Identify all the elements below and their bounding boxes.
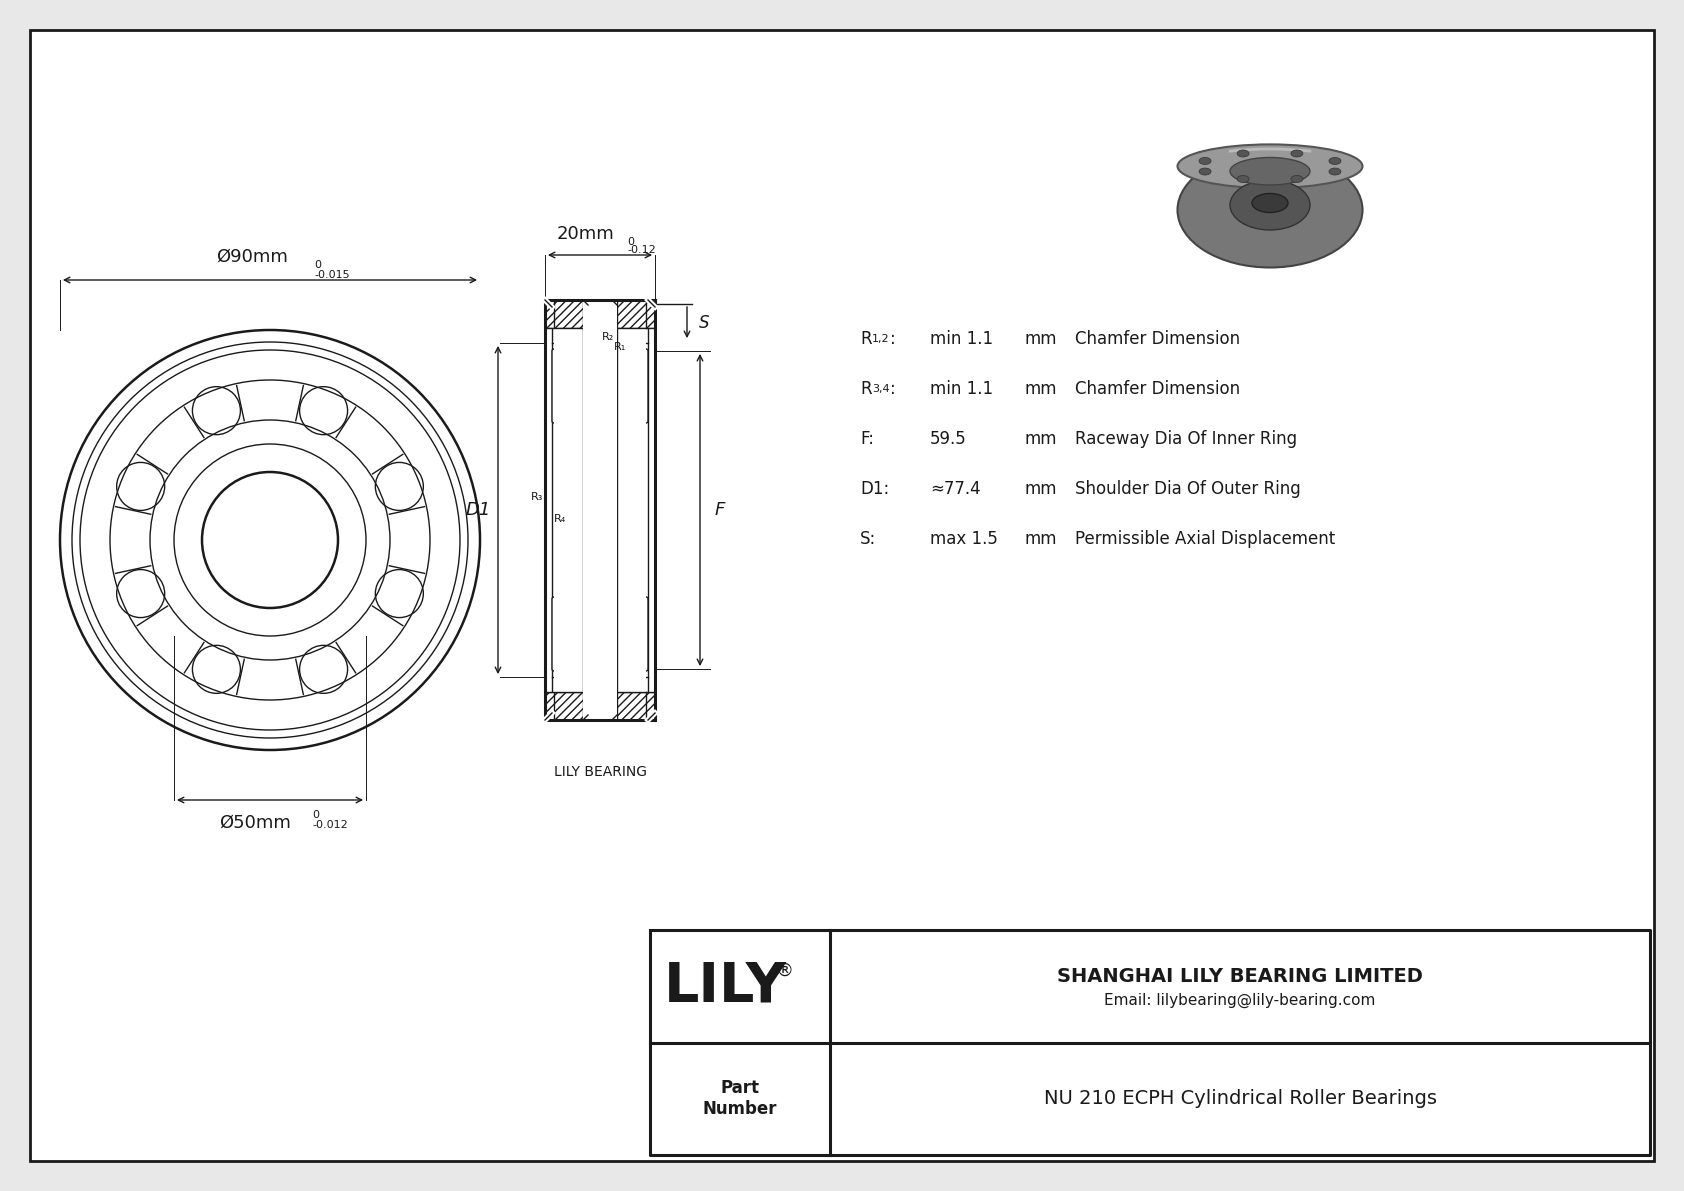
Text: mm: mm [1026,530,1058,548]
Text: -0.12: -0.12 [626,245,655,255]
Text: S:: S: [861,530,876,548]
Text: NU 210 ECPH Cylindrical Roller Bearings: NU 210 ECPH Cylindrical Roller Bearings [1044,1090,1436,1109]
Bar [546,692,655,721]
Bar [546,300,655,328]
Text: Ø90mm: Ø90mm [216,248,288,266]
Ellipse shape [1238,175,1250,182]
Text: mm: mm [1026,430,1058,448]
Bar [554,300,647,328]
FancyBboxPatch shape [552,597,648,671]
Text: ≈77.4: ≈77.4 [930,480,980,498]
Text: S: S [699,313,709,331]
Ellipse shape [1238,150,1250,157]
Ellipse shape [1329,157,1340,164]
Ellipse shape [1199,157,1211,164]
Ellipse shape [1177,152,1362,268]
Text: 20mm: 20mm [556,225,615,243]
Text: R: R [861,330,872,348]
Bar [554,328,647,692]
Text: mm: mm [1026,330,1058,348]
Text: Ø50mm: Ø50mm [219,813,291,833]
Text: R₃: R₃ [530,492,542,501]
Text: D1:: D1: [861,480,889,498]
Ellipse shape [1251,193,1288,212]
Text: Permissible Axial Displacement: Permissible Axial Displacement [1074,530,1335,548]
Text: Chamfer Dimension: Chamfer Dimension [1074,380,1239,398]
Text: ®: ® [775,961,793,979]
Text: Chamfer Dimension: Chamfer Dimension [1074,330,1239,348]
Text: -0.015: -0.015 [313,270,350,280]
Text: :: : [891,330,896,348]
FancyBboxPatch shape [552,349,648,423]
Ellipse shape [1229,157,1310,185]
Text: Raceway Dia Of Inner Ring: Raceway Dia Of Inner Ring [1074,430,1297,448]
Bar [546,328,552,692]
Text: Part
Number: Part Number [702,1079,778,1118]
Text: mm: mm [1026,480,1058,498]
Text: 0: 0 [626,237,633,247]
Text: LILY: LILY [663,959,786,1014]
Bar [583,300,616,721]
Text: 0: 0 [312,810,318,819]
Text: 59.5: 59.5 [930,430,967,448]
Ellipse shape [1229,180,1310,230]
Text: 1,2: 1,2 [872,333,889,344]
Bar [465,275,754,746]
Text: Shoulder Dia Of Outer Ring: Shoulder Dia Of Outer Ring [1074,480,1300,498]
Ellipse shape [1329,168,1340,175]
Text: R₁: R₁ [615,342,626,353]
Text: :: : [891,380,896,398]
Ellipse shape [1292,150,1303,157]
Text: min 1.1: min 1.1 [930,330,994,348]
Text: F: F [716,501,726,519]
Ellipse shape [1177,144,1362,188]
Text: LILY BEARING: LILY BEARING [554,765,647,779]
Ellipse shape [1292,175,1303,182]
Text: R: R [861,380,872,398]
Text: D1: D1 [465,501,490,519]
Text: R₄: R₄ [554,515,566,524]
Text: 0: 0 [313,260,322,270]
Text: mm: mm [1026,380,1058,398]
Bar [648,328,655,692]
Text: F:: F: [861,430,874,448]
Text: Email: lilybearing@lily-bearing.com: Email: lilybearing@lily-bearing.com [1105,992,1376,1008]
Bar [554,692,647,721]
Ellipse shape [1199,168,1211,175]
Text: SHANGHAI LILY BEARING LIMITED: SHANGHAI LILY BEARING LIMITED [1058,967,1423,986]
Text: R₂: R₂ [601,332,615,342]
Text: -0.012: -0.012 [312,819,349,830]
Text: min 1.1: min 1.1 [930,380,994,398]
Text: 3,4: 3,4 [872,384,889,394]
Text: max 1.5: max 1.5 [930,530,999,548]
